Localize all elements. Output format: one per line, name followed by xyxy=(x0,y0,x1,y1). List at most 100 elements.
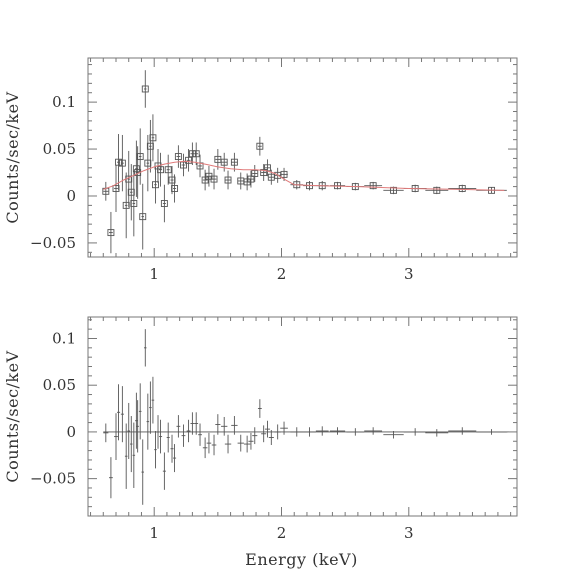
data-marker xyxy=(144,159,152,167)
data-point xyxy=(237,434,244,452)
data-marker xyxy=(369,182,377,190)
data-marker xyxy=(224,176,232,184)
data-point xyxy=(138,383,142,440)
x-axis-label: Energy (keV) xyxy=(245,550,358,569)
data-point xyxy=(448,427,477,435)
data-point xyxy=(364,181,383,190)
data-point xyxy=(247,170,255,188)
data-point xyxy=(156,415,160,449)
data-marker xyxy=(132,165,140,173)
data-point xyxy=(252,427,258,445)
data-point xyxy=(130,170,138,237)
data-point xyxy=(174,145,182,168)
data-point xyxy=(114,413,118,460)
data-point xyxy=(160,184,168,223)
data-marker xyxy=(192,150,200,158)
data-point xyxy=(107,211,115,254)
y-tick-label: 0.1 xyxy=(52,329,76,347)
data-marker xyxy=(160,200,168,207)
data-marker xyxy=(136,153,144,161)
data-point xyxy=(141,70,149,108)
data-marker xyxy=(256,142,264,150)
data-point xyxy=(139,183,147,250)
data-point xyxy=(124,423,128,489)
data-point xyxy=(120,386,124,443)
data-point xyxy=(261,425,267,443)
data-point xyxy=(144,134,152,192)
y-axis-label: Counts/sec/keV xyxy=(3,350,22,482)
data-point xyxy=(425,186,449,195)
data-point xyxy=(346,428,365,436)
data-point xyxy=(364,427,383,435)
y-axis-label: Counts/sec/keV xyxy=(3,91,22,223)
data-point xyxy=(264,420,271,438)
x-tick-label: 1 xyxy=(149,524,159,542)
data-point xyxy=(403,428,427,436)
data-point xyxy=(315,426,329,436)
panel-2: 1 2 3 −0.05 0 0.05 0.1 Counts/sec/keV Energy (ke… xyxy=(3,316,518,569)
data-point xyxy=(151,376,155,424)
data-marker xyxy=(146,142,154,150)
data-point xyxy=(157,152,165,187)
data-point xyxy=(112,165,120,212)
data-point xyxy=(176,415,181,438)
data-marker xyxy=(433,186,441,194)
data-point xyxy=(224,170,232,190)
data-point xyxy=(251,165,259,182)
data-point xyxy=(149,381,152,434)
data-marker xyxy=(154,162,162,170)
data-point xyxy=(264,159,271,177)
y-tick-label: −0.05 xyxy=(30,470,76,488)
data-point xyxy=(166,422,170,453)
data-marker xyxy=(164,166,172,174)
data-marker xyxy=(130,200,138,207)
plot-frame xyxy=(87,57,518,258)
data-point xyxy=(127,164,135,221)
data-point xyxy=(164,154,172,185)
data-point xyxy=(162,452,166,490)
data-point xyxy=(231,416,238,435)
data-point xyxy=(181,424,186,447)
y-tick-label: 0 xyxy=(66,423,76,441)
data-point xyxy=(149,114,157,162)
data-point xyxy=(154,430,157,469)
data-marker xyxy=(141,85,149,93)
x-tick-label: 2 xyxy=(277,265,287,283)
data-marker xyxy=(171,185,179,192)
data-point xyxy=(290,427,304,437)
x-tick-label: 3 xyxy=(404,265,414,283)
data-marker xyxy=(247,175,255,183)
data-point xyxy=(118,134,126,192)
data-point xyxy=(257,399,262,418)
data-point xyxy=(425,429,449,437)
data-marker xyxy=(152,181,159,189)
data-marker xyxy=(112,185,120,192)
y-tick-label: 0 xyxy=(66,187,76,205)
data-point xyxy=(201,169,209,191)
data-marker xyxy=(107,229,115,237)
data-point xyxy=(103,423,109,443)
data-point xyxy=(237,172,245,190)
data-point xyxy=(383,430,404,439)
data-point xyxy=(248,432,254,450)
data-point xyxy=(109,457,113,499)
data-marker xyxy=(122,201,130,209)
data-point xyxy=(102,181,110,201)
data-point xyxy=(215,414,221,435)
data-point xyxy=(185,149,193,172)
data-point xyxy=(136,128,144,185)
data-marker xyxy=(210,175,218,183)
data-point xyxy=(256,136,264,156)
x-tick-label: 1 xyxy=(149,265,159,283)
data-point xyxy=(180,153,187,177)
data-point xyxy=(132,422,136,488)
data-marker xyxy=(127,188,135,196)
data-point xyxy=(280,421,288,435)
data-point xyxy=(127,402,131,460)
data-point xyxy=(122,172,130,239)
data-marker xyxy=(149,134,157,142)
data-point xyxy=(210,168,218,190)
data-point xyxy=(170,434,174,463)
